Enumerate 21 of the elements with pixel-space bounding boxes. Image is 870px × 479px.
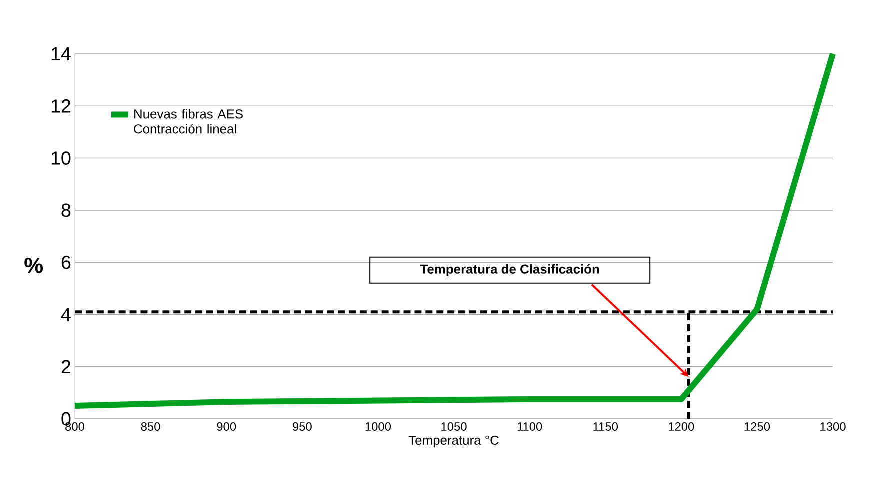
legend-label: Nuevas fibras AES Contracción lineal bbox=[134, 109, 243, 134]
y-tick-label: 8 bbox=[62, 204, 71, 218]
y-tick-label: 6 bbox=[62, 256, 71, 270]
x-tick-label: 1300 bbox=[820, 422, 846, 431]
x-tick-label: 1250 bbox=[744, 422, 770, 431]
annotation: Temperatura de Clasificación bbox=[420, 264, 600, 276]
x-tick-label: 1100 bbox=[518, 422, 542, 431]
y-tick-label: 2 bbox=[62, 360, 71, 374]
x-tick-label: 1150 bbox=[594, 422, 618, 431]
x-tick-label: 850 bbox=[141, 422, 160, 431]
y-tick-label: 12 bbox=[52, 100, 71, 113]
x-tick-label: 1050 bbox=[442, 422, 467, 431]
y-tick-label: 14 bbox=[52, 47, 71, 61]
x-tick-label: 950 bbox=[292, 422, 312, 431]
x-tick-label: 1000 bbox=[366, 422, 392, 431]
y-tick-label: 10 bbox=[52, 152, 71, 165]
y-tick-label: 4 bbox=[61, 308, 71, 322]
x-axis-title: Temperatura °C bbox=[408, 436, 499, 448]
x-tick-label: 1200 bbox=[669, 422, 694, 431]
x-tick-label: 900 bbox=[217, 422, 236, 431]
y-axis-title: % bbox=[24, 258, 43, 274]
